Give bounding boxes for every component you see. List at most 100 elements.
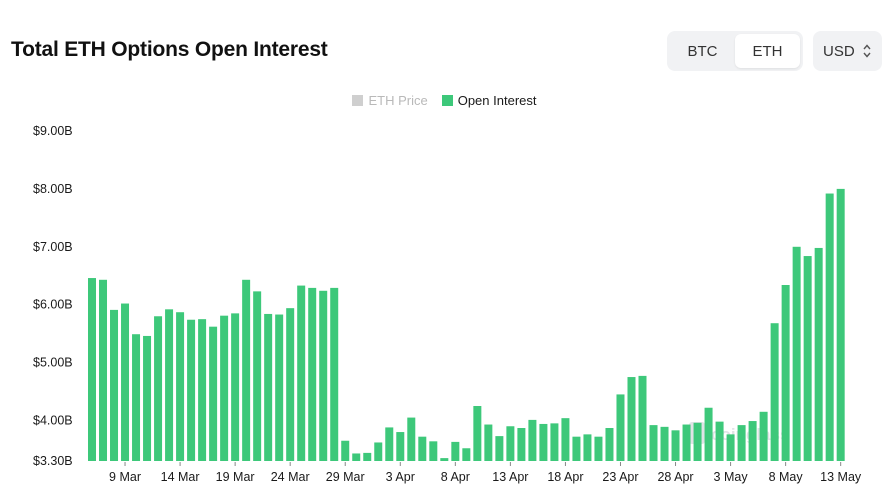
asset-toggle[interactable]: BTC ETH: [667, 31, 803, 71]
open-interest-bar[interactable]: [660, 426, 669, 461]
open-interest-bar[interactable]: [715, 421, 724, 461]
open-interest-bar[interactable]: [605, 428, 614, 461]
open-interest-bar[interactable]: [176, 312, 185, 461]
open-interest-bar[interactable]: [264, 313, 273, 461]
btc-toggle-button[interactable]: BTC: [687, 42, 718, 60]
open-interest-bar[interactable]: [231, 313, 240, 461]
y-tick-label: $7.00B: [33, 240, 73, 254]
open-interest-bar[interactable]: [110, 309, 119, 461]
x-tick-label: 24 Mar: [271, 470, 310, 484]
open-interest-bar[interactable]: [319, 290, 328, 461]
x-tick-label: 13 May: [820, 470, 862, 484]
y-tick-label: $9.00B: [33, 124, 73, 138]
open-interest-bar[interactable]: [462, 448, 471, 461]
open-interest-bar[interactable]: [682, 424, 691, 461]
open-interest-bar[interactable]: [748, 421, 757, 461]
open-interest-bar[interactable]: [836, 188, 845, 461]
x-tick-label: 8 Apr: [441, 470, 470, 484]
open-interest-bar[interactable]: [803, 256, 812, 461]
open-interest-bar[interactable]: [220, 315, 229, 461]
open-interest-bar[interactable]: [209, 326, 218, 461]
open-interest-bar[interactable]: [572, 436, 581, 461]
open-interest-bar[interactable]: [528, 419, 537, 461]
open-interest-bar[interactable]: [308, 287, 317, 461]
open-interest-bar[interactable]: [253, 291, 262, 461]
open-interest-bar[interactable]: [451, 441, 460, 461]
legend-item-open-interest[interactable]: Open Interest: [441, 93, 537, 108]
legend-label-open-interest: Open Interest: [457, 93, 537, 108]
x-axis: 9 Mar 14 Mar 19 Mar 24 Mar 29 Mar 3 Apr 8 Apr 1…: [109, 462, 862, 484]
open-interest-bar[interactable]: [671, 430, 680, 461]
page-title: Total ETH Options Open Interest: [11, 38, 328, 61]
y-axis: $3.30B $4.00B $5.00B $6.00B $7.00B $8.00B $9.0…: [33, 124, 73, 468]
open-interest-bar[interactable]: [539, 423, 548, 461]
open-interest-bar[interactable]: [198, 319, 207, 461]
open-interest-bar[interactable]: [693, 422, 702, 461]
open-interest-bar[interactable]: [759, 411, 768, 461]
open-interest-bar[interactable]: [583, 434, 592, 461]
eth-toggle-button[interactable]: ETH: [735, 34, 800, 68]
y-tick-label: $4.00B: [33, 413, 73, 427]
x-tick-label: 3 May: [714, 470, 749, 484]
open-interest-bar[interactable]: [737, 425, 746, 461]
legend-swatch-open-interest: [441, 95, 453, 106]
chart-legend: ETH Price Open Interest: [0, 93, 889, 108]
legend-swatch-eth-price: [352, 95, 364, 106]
open-interest-bar[interactable]: [616, 394, 625, 461]
open-interest-bar[interactable]: [121, 303, 130, 461]
open-interest-bar[interactable]: [825, 193, 834, 461]
open-interest-bar[interactable]: [561, 418, 570, 461]
open-interest-bar[interactable]: [407, 417, 416, 461]
open-interest-bar[interactable]: [88, 278, 96, 461]
open-interest-bar[interactable]: [814, 247, 823, 461]
open-interest-bar[interactable]: [792, 246, 801, 461]
open-interest-bar[interactable]: [550, 423, 559, 461]
open-interest-bar[interactable]: [726, 434, 735, 461]
open-interest-bar[interactable]: [385, 427, 394, 461]
open-interest-bar[interactable]: [297, 285, 306, 461]
currency-select[interactable]: USD: [813, 31, 882, 71]
open-interest-bar[interactable]: [418, 436, 427, 461]
open-interest-bar[interactable]: [286, 308, 295, 461]
open-interest-bar[interactable]: [440, 458, 449, 461]
open-interest-bar[interactable]: [770, 323, 779, 461]
open-interest-bar[interactable]: [627, 377, 636, 461]
open-interest-bar[interactable]: [242, 279, 251, 461]
open-interest-bar[interactable]: [649, 425, 658, 461]
open-interest-bar[interactable]: [352, 453, 361, 461]
open-interest-bar[interactable]: [396, 432, 405, 461]
open-interest-bar[interactable]: [341, 440, 350, 461]
legend-item-eth-price[interactable]: ETH Price: [352, 93, 428, 108]
x-tick-label: 29 Mar: [326, 470, 365, 484]
open-interest-bar[interactable]: [704, 407, 713, 461]
open-interest-bar[interactable]: [132, 334, 141, 461]
x-tick-label: 28 Apr: [657, 470, 693, 484]
y-tick-label: $5.00B: [33, 356, 73, 370]
open-interest-bar[interactable]: [484, 424, 493, 461]
open-interest-bar[interactable]: [781, 285, 790, 461]
legend-label-eth-price: ETH Price: [368, 93, 428, 108]
open-interest-bar[interactable]: [187, 319, 196, 461]
open-interest-bar[interactable]: [638, 375, 647, 461]
x-tick-label: 8 May: [769, 470, 804, 484]
up-down-chevron-icon: [863, 43, 871, 59]
open-interest-bar[interactable]: [143, 335, 152, 461]
open-interest-bar[interactable]: [165, 309, 174, 461]
open-interest-bar[interactable]: [275, 314, 284, 461]
y-tick-label: $8.00B: [33, 182, 73, 196]
open-interest-bar[interactable]: [330, 287, 339, 461]
y-tick-label: $3.30B: [33, 454, 73, 468]
x-tick-label: 23 Apr: [602, 470, 638, 484]
open-interest-bar[interactable]: [594, 436, 603, 461]
x-tick-label: 3 Apr: [386, 470, 415, 484]
open-interest-bar[interactable]: [429, 441, 438, 461]
open-interest-bar[interactable]: [374, 442, 383, 461]
open-interest-bar[interactable]: [99, 279, 108, 461]
open-interest-bar[interactable]: [495, 436, 504, 461]
open-interest-bar[interactable]: [363, 452, 372, 461]
open-interest-bar[interactable]: [506, 426, 515, 461]
open-interest-bar[interactable]: [517, 428, 526, 461]
open-interest-bar[interactable]: [154, 316, 163, 461]
open-interest-bar[interactable]: [473, 406, 482, 461]
x-tick-label: 14 Mar: [161, 470, 200, 484]
